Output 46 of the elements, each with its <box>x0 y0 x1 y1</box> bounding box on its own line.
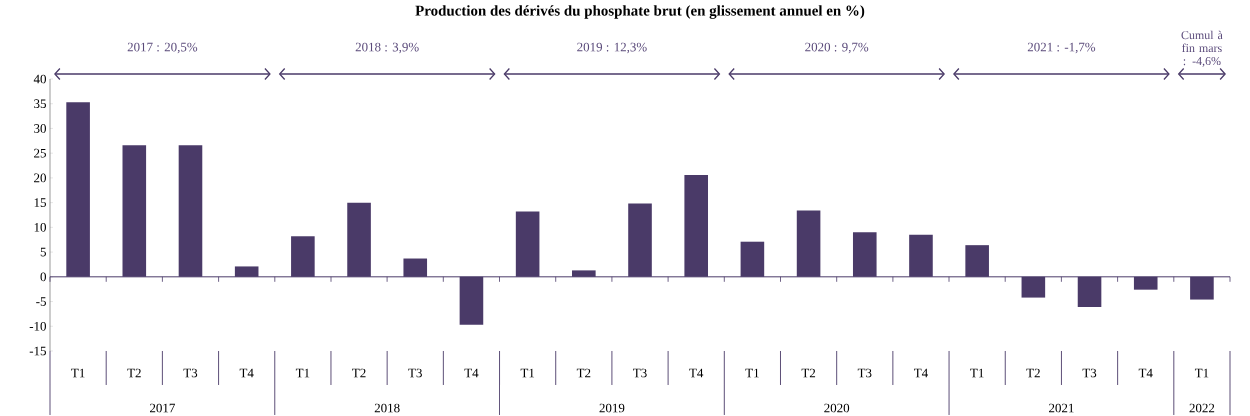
text: 2019 : 12,3% <box>577 42 647 54</box>
y-tick-label: 30 <box>34 124 46 133</box>
y-tick-label: 10 <box>34 223 46 232</box>
x-tick-label: T2 <box>127 368 141 378</box>
x-tick-label: T1 <box>295 368 310 378</box>
text: 2017 : 20,5% <box>127 42 198 54</box>
y-tick-label: 0 <box>40 272 46 282</box>
y-tick-label: 20 <box>34 173 46 183</box>
chart-title: Production des dérivés du phosphate brut (en glissement annuel en %) <box>415 5 865 19</box>
y-tick-label: -5 <box>36 297 46 306</box>
x-tick-label: T3 <box>183 368 198 378</box>
text: 2022 <box>1189 403 1215 413</box>
x-tick-label: T4 <box>239 368 254 378</box>
text: Cumul à fin mars : -4,6% <box>1181 30 1223 67</box>
text: 2020 : 9,7% <box>805 42 869 54</box>
x-tick-label: T1 <box>745 368 759 378</box>
y-tick-label: 35 <box>34 99 46 109</box>
x-tick-label: T3 <box>633 368 647 378</box>
y-tick-label: -15 <box>29 346 46 356</box>
x-tick-label: T1 <box>520 368 535 378</box>
x-tick-label: T1 <box>970 368 984 378</box>
text: 2018 <box>374 403 400 413</box>
x-tick-label: T2 <box>801 368 816 378</box>
x-tick-label: T2 <box>576 368 591 378</box>
text: 2017 <box>150 403 175 413</box>
x-tick-label: T4 <box>689 368 704 378</box>
x-tick-label: T4 <box>1138 368 1153 378</box>
text: 2021 <box>1049 403 1074 413</box>
x-tick-label: T4 <box>914 368 928 378</box>
y-tick-label: 15 <box>34 198 46 208</box>
text: 2018 : 3,9% <box>355 42 419 54</box>
y-tick-label: -10 <box>29 322 46 331</box>
x-tick-label: T2 <box>1026 368 1040 378</box>
y-tick-label: 25 <box>34 148 46 158</box>
y-tick-label: 5 <box>40 247 46 257</box>
y-tick-label: 40 <box>33 74 46 84</box>
x-tick-label: T3 <box>408 368 422 378</box>
x-tick-label: T1 <box>71 368 85 378</box>
text: 2021 : -1,7% <box>1027 42 1096 54</box>
x-tick-label: T3 <box>857 368 872 378</box>
x-tick-label: T3 <box>1082 368 1097 378</box>
text: 2019 <box>599 403 625 413</box>
x-tick-label: T2 <box>352 368 366 378</box>
text: 2020 <box>824 403 850 413</box>
x-tick-label: T1 <box>1194 368 1209 378</box>
x-tick-label: T4 <box>464 368 479 378</box>
